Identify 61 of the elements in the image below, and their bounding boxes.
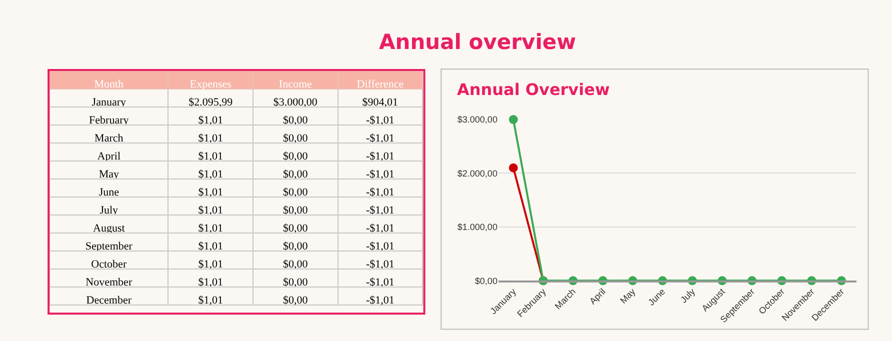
series-label: Expenses [190, 78, 232, 90]
data-label: $0,00 [283, 186, 308, 198]
category-label: January [92, 96, 126, 108]
category-label: October [91, 258, 127, 270]
data-label: -$1,01 [366, 240, 394, 252]
data-label: -$1,01 [366, 168, 394, 180]
data-label: -$1,01 [366, 150, 394, 162]
text: Annual overview [379, 30, 576, 54]
data-label: $0,00 [283, 168, 308, 180]
data-label: $0,00 [283, 114, 308, 126]
data-label: $3.000,00 [273, 96, 318, 108]
category-label: September [85, 240, 133, 252]
data-label: $0,00 [283, 150, 308, 162]
data-label: -$1,01 [366, 132, 394, 144]
data-label: $2.095,99 [188, 96, 234, 108]
data-label: -$1,01 [366, 294, 394, 306]
y-tick-label: $0,00 [474, 276, 498, 286]
data-label: -$1,01 [366, 204, 394, 216]
category-label: March [94, 132, 124, 144]
x-tick-label: May [618, 286, 638, 306]
data-label: $1,01 [198, 204, 223, 216]
y-tick-label: $3.000,00 [457, 114, 498, 125]
category-label: February [89, 114, 130, 126]
data-label: $1,01 [198, 276, 223, 288]
category-label: November [86, 276, 132, 288]
data-label: -$1,01 [366, 258, 394, 270]
data-label: $1,01 [198, 240, 223, 252]
data-label: -$1,01 [366, 276, 394, 288]
data-label: $1,01 [198, 150, 223, 162]
category-label: April [97, 150, 121, 162]
data-label: $1,01 [198, 258, 223, 270]
point [508, 115, 518, 124]
data-label: -$1,01 [366, 222, 394, 234]
y-tick-label: $2.000,00 [457, 168, 498, 178]
x-tick-label: July [678, 286, 698, 305]
data-label: $904,01 [362, 96, 398, 108]
category-label: July [100, 204, 119, 216]
category-label: June [98, 186, 120, 198]
data-label: $1,01 [198, 294, 223, 306]
text: Month [94, 78, 124, 90]
data-label: -$1,01 [366, 186, 394, 198]
data-label: -$1,01 [366, 114, 394, 126]
chart-title: Annual Overview [457, 80, 610, 99]
data-label: $1,01 [198, 114, 223, 126]
data-label: $0,00 [283, 294, 308, 306]
data-label: $0,00 [283, 276, 308, 288]
data-label: $0,00 [283, 204, 308, 216]
series-label: Difference [356, 78, 404, 90]
point [508, 163, 518, 172]
data-label: $1,01 [198, 186, 223, 198]
series-label: Income [278, 78, 312, 90]
data-label: $1,01 [198, 132, 223, 144]
data-label: $0,00 [283, 258, 308, 270]
category-label: May [98, 168, 120, 180]
y-tick-label: $1.000,00 [457, 222, 498, 232]
data-label: $0,00 [283, 222, 308, 234]
data-label: $1,01 [198, 222, 223, 234]
data-label: $0,00 [283, 132, 308, 144]
data-label: $0,00 [283, 240, 308, 252]
data-label: $1,01 [198, 168, 223, 180]
category-label: August [93, 222, 125, 234]
